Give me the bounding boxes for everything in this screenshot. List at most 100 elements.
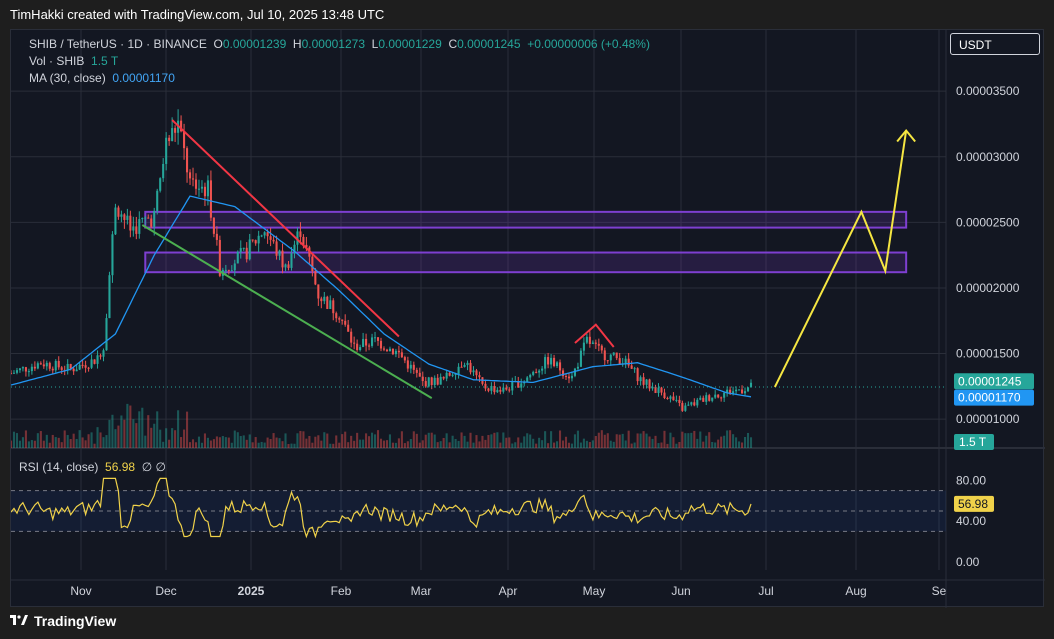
volume-bar xyxy=(585,440,588,448)
volume-bar xyxy=(162,441,165,448)
candle-body xyxy=(353,342,356,344)
volume-bar xyxy=(612,441,615,448)
candle-body xyxy=(60,367,63,370)
chart-frame[interactable]: 0.00003500 0.00003000 0.00002500 0.00002000… xyxy=(10,29,1045,608)
candle-body xyxy=(93,359,96,364)
candle-body xyxy=(690,402,693,405)
candle-body xyxy=(400,352,403,358)
candle-body xyxy=(564,376,568,378)
volume-bar xyxy=(186,411,189,448)
volume-bar xyxy=(335,435,338,448)
volume-bar xyxy=(168,439,171,448)
price-chart[interactable]: 0.00003500 0.00003000 0.00002500 0.00002000… xyxy=(11,30,1045,608)
volume-bar xyxy=(144,435,147,448)
volume-bar xyxy=(678,441,681,448)
volume-bar xyxy=(484,439,487,448)
low-value: 0.00001229 xyxy=(378,37,442,51)
candle-body xyxy=(466,362,469,366)
candle-body xyxy=(699,397,702,400)
volume-bar xyxy=(376,430,380,448)
volume-bar xyxy=(87,434,90,448)
volume-bar xyxy=(371,432,374,448)
candle-body xyxy=(711,397,714,401)
volume-bar xyxy=(624,440,627,448)
volume-bar xyxy=(317,435,320,448)
candle-body xyxy=(636,368,639,382)
candle-body xyxy=(269,236,272,240)
volume-bar xyxy=(24,430,27,448)
volume-label: Vol · SHIB xyxy=(29,54,85,68)
candle-body xyxy=(183,131,186,149)
open-label: O xyxy=(213,37,223,51)
volume-bar xyxy=(600,430,603,448)
candle-body xyxy=(11,373,13,375)
candle-body xyxy=(338,318,341,320)
y-tick-label: 0.00001000 xyxy=(956,412,1020,426)
volume-bar xyxy=(439,441,442,448)
volume-bar xyxy=(391,442,394,448)
volume-bar xyxy=(11,440,13,448)
candle-body xyxy=(200,186,204,189)
candle-body xyxy=(18,368,21,371)
support-trendline xyxy=(141,224,433,400)
candle-body xyxy=(197,188,201,190)
volume-bar xyxy=(188,442,192,448)
candle-body xyxy=(126,215,129,220)
candle-body xyxy=(191,178,195,180)
currency-button[interactable]: USDT xyxy=(950,33,1040,55)
candle-body xyxy=(335,313,338,319)
volume-bar xyxy=(21,437,24,448)
volume-label-bg xyxy=(954,434,994,450)
volume-bar xyxy=(478,441,481,448)
candle-body xyxy=(448,372,451,376)
candle-body xyxy=(445,372,448,379)
candle-body xyxy=(693,402,696,406)
volume-bar xyxy=(648,436,651,448)
candle-body xyxy=(245,247,248,260)
candles xyxy=(11,109,753,412)
volume-bar xyxy=(532,438,535,448)
close-value: 0.00001245 xyxy=(457,37,521,51)
volume-bar xyxy=(81,437,84,448)
symbol-label: SHIB / TetherUS · 1D · BINANCE xyxy=(29,37,207,51)
ma-legend: MA (30, close) 0.00001170 xyxy=(29,71,175,85)
volume-bar xyxy=(723,435,726,448)
volume-bar xyxy=(463,435,466,448)
candle-body xyxy=(585,336,588,343)
volume-bar xyxy=(609,440,612,448)
volume-bar xyxy=(681,431,684,448)
candle-body xyxy=(266,232,269,237)
rsi-extra: ∅ ∅ xyxy=(141,460,166,474)
rsi-tick-label: 40.00 xyxy=(956,514,986,528)
candle-body xyxy=(454,373,457,375)
candle-body xyxy=(329,300,332,309)
candle-body xyxy=(284,264,287,268)
candle-body xyxy=(424,381,427,387)
volume-bar xyxy=(675,443,678,448)
volume-bar xyxy=(114,429,117,448)
x-tick-label: May xyxy=(583,584,606,598)
open-value: 0.00001239 xyxy=(222,37,287,51)
volume-bar xyxy=(385,440,389,448)
candle-body xyxy=(248,239,251,260)
volume-axis-label: 1.5 T xyxy=(959,435,987,449)
candle-body xyxy=(645,379,648,385)
volume-bar xyxy=(469,432,472,448)
volume-bar xyxy=(233,430,236,448)
volume-bar xyxy=(547,443,550,448)
volume-bar xyxy=(141,407,144,448)
volume-bar xyxy=(388,434,391,448)
volume-bar xyxy=(239,436,242,448)
volume-bar xyxy=(520,442,523,448)
candle-body xyxy=(702,397,705,402)
candle-body xyxy=(511,381,514,391)
candle-body xyxy=(105,318,108,351)
volume-bar xyxy=(54,437,57,448)
candle-body xyxy=(171,128,174,142)
volume-bar xyxy=(496,432,499,448)
volume-bar xyxy=(442,437,445,448)
volume-bar xyxy=(308,435,311,448)
volume-bar xyxy=(359,439,362,448)
volume-bar xyxy=(687,433,690,448)
y-tick-label: 0.00003500 xyxy=(956,84,1020,98)
